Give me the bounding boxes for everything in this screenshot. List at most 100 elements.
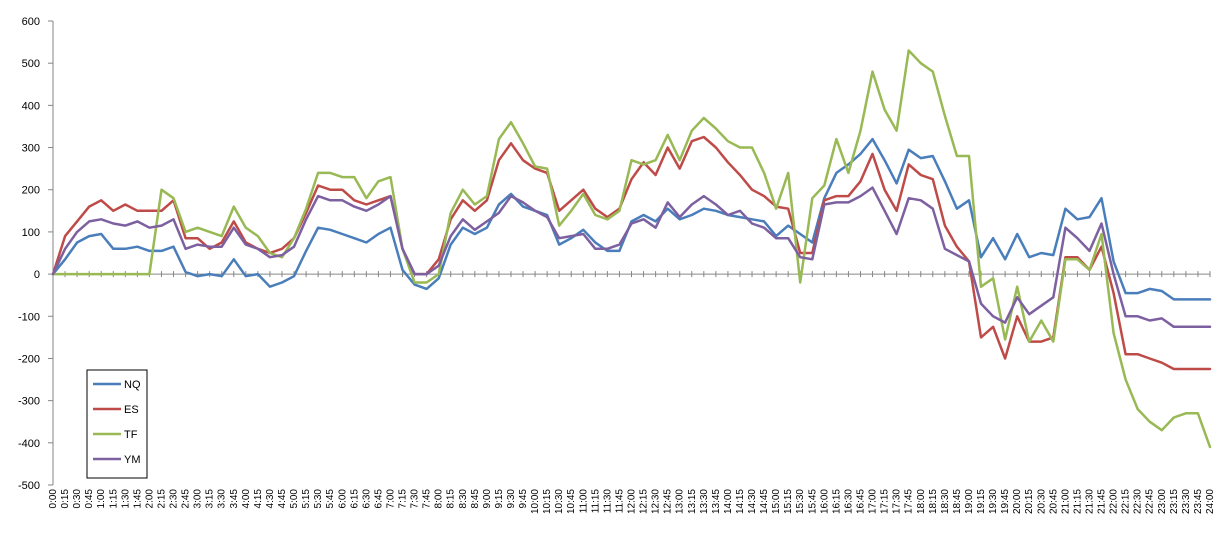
x-tick-label: 8:45 <box>470 489 481 509</box>
x-tick-label: 7:15 <box>398 489 409 509</box>
plot-area: -500-400-300-200-1000100200300400500600 … <box>18 16 1216 514</box>
x-tick-label: 15:30 <box>795 489 806 514</box>
x-tick-label: 1:00 <box>96 489 107 509</box>
y-tick-label: 0 <box>34 269 40 281</box>
x-tick-label: 9:00 <box>482 489 493 509</box>
x-tick-label: 23:45 <box>1193 489 1204 514</box>
x-tick-label: 4:30 <box>265 489 276 509</box>
x-tick-label: 14:15 <box>735 489 746 514</box>
x-tick-label: 12:30 <box>651 489 662 514</box>
y-axis-tick-labels: -500 -400 -300 -200 -100 0 100 200 300 400 500 600 <box>18 16 40 492</box>
x-tick-label: 4:15 <box>253 489 264 509</box>
x-tick-label: 17:30 <box>892 489 903 514</box>
x-tick-label: 13:45 <box>711 489 722 514</box>
x-tick-label: 2:45 <box>181 489 192 509</box>
x-tick-label: 9:30 <box>506 489 517 509</box>
x-tick-label: 19:30 <box>988 489 999 514</box>
legend-label-nq: NQ <box>124 379 141 391</box>
x-tick-label: 17:15 <box>880 489 891 514</box>
series-line-nq <box>51 137 1212 301</box>
x-tick-label: 22:00 <box>1109 489 1120 514</box>
x-tick-label: 12:00 <box>627 489 638 514</box>
x-tick-label: 12:45 <box>663 489 674 514</box>
x-tick-label: 1:45 <box>132 489 143 509</box>
x-tick-label: 6:15 <box>349 489 360 509</box>
x-tick-label: 9:15 <box>494 489 505 509</box>
x-tick-label: 4:45 <box>277 489 288 509</box>
x-tick-label: 0:30 <box>72 489 83 509</box>
x-tick-label: 14:30 <box>747 489 758 514</box>
x-tick-label: 18:45 <box>952 489 963 514</box>
legend: NQ ES TF YM <box>86 369 148 479</box>
x-tick-label: 2:15 <box>156 489 167 509</box>
x-tick-label: 15:00 <box>771 489 782 514</box>
x-tick-label: 0:00 <box>48 489 59 509</box>
x-tick-label: 5:30 <box>313 489 324 509</box>
x-tick-label: 22:30 <box>1133 489 1144 514</box>
x-tick-label: 3:15 <box>205 489 216 509</box>
series-line-ym <box>51 186 1212 329</box>
x-tick-label: 17:45 <box>904 489 915 514</box>
x-tick-label: 1:30 <box>120 489 131 509</box>
x-tick-label: 12:15 <box>639 489 650 514</box>
x-tick-label: 10:30 <box>554 489 565 514</box>
x-tick-label: 16:30 <box>843 489 854 514</box>
x-tick-label: 13:00 <box>675 489 686 514</box>
x-tick-label: 13:15 <box>687 489 698 514</box>
x-tick-label: 8:30 <box>458 489 469 509</box>
x-tick-label: 5:00 <box>289 489 300 509</box>
x-axis-tick-labels: 0:00 0:15 0:30 0:45 1:00 1:15 1:30 1:45 2:00 2:15… <box>48 489 1216 514</box>
legend-label-tf: TF <box>124 429 138 441</box>
x-tick-label: 10:15 <box>542 489 553 514</box>
x-tick-label: 11:00 <box>578 489 589 514</box>
x-tick-label: 8:15 <box>446 489 457 509</box>
x-tick-label: 19:00 <box>964 489 975 514</box>
y-tick-label: -500 <box>18 480 40 492</box>
y-tick-label: 600 <box>22 16 40 28</box>
x-tick-label: 18:15 <box>928 489 939 514</box>
x-tick-label: 18:00 <box>916 489 927 514</box>
x-tick-label: 10:45 <box>566 489 577 514</box>
legend-label-es: ES <box>124 404 139 416</box>
x-tick-label: 21:15 <box>1072 489 1083 514</box>
x-tick-label: 3:45 <box>229 489 240 509</box>
y-tick-label: -200 <box>18 353 40 365</box>
x-tick-label: 11:30 <box>602 489 613 514</box>
series-lines <box>51 49 1212 449</box>
x-tick-label: 19:15 <box>976 489 987 514</box>
x-tick-label: 15:45 <box>807 489 818 514</box>
x-tick-label: 14:00 <box>723 489 734 514</box>
x-tick-label: 22:45 <box>1145 489 1156 514</box>
x-tick-label: 21:45 <box>1097 489 1108 514</box>
x-tick-label: 6:45 <box>373 489 384 509</box>
x-tick-label: 23:00 <box>1157 489 1168 514</box>
x-tick-label: 23:15 <box>1169 489 1180 514</box>
x-tick-label: 2:30 <box>169 489 180 509</box>
x-tick-label: 0:45 <box>84 489 95 509</box>
x-tick-label: 11:45 <box>614 489 625 514</box>
x-tick-label: 7:45 <box>422 489 433 509</box>
x-tick-label: 13:30 <box>699 489 710 514</box>
x-tick-label: 18:30 <box>940 489 951 514</box>
x-tick-label: 0:15 <box>60 489 71 509</box>
x-tick-label: 7:30 <box>410 489 421 509</box>
x-tick-label: 17:00 <box>868 489 879 514</box>
legend-items: NQ ES TF YM <box>93 379 141 466</box>
y-tick-label: 100 <box>22 227 40 239</box>
x-tick-label: 2:00 <box>144 489 155 509</box>
x-tick-label: 16:15 <box>831 489 842 514</box>
x-tick-label: 16:00 <box>819 489 830 514</box>
x-tick-label: 1:15 <box>108 489 119 509</box>
x-tick-label: 11:15 <box>590 489 601 514</box>
x-tick-label: 4:00 <box>241 489 252 509</box>
x-tick-label: 21:30 <box>1084 489 1095 514</box>
x-tick-label: 3:30 <box>217 489 228 509</box>
x-tick-label: 5:15 <box>301 489 312 509</box>
x-tick-label: 22:15 <box>1121 489 1132 514</box>
y-tick-label: 500 <box>22 58 40 70</box>
y-tick-label: -400 <box>18 438 40 450</box>
x-tick-label: 7:00 <box>385 489 396 509</box>
legend-label-ym: YM <box>124 454 141 466</box>
x-tick-label: 3:00 <box>193 489 204 509</box>
